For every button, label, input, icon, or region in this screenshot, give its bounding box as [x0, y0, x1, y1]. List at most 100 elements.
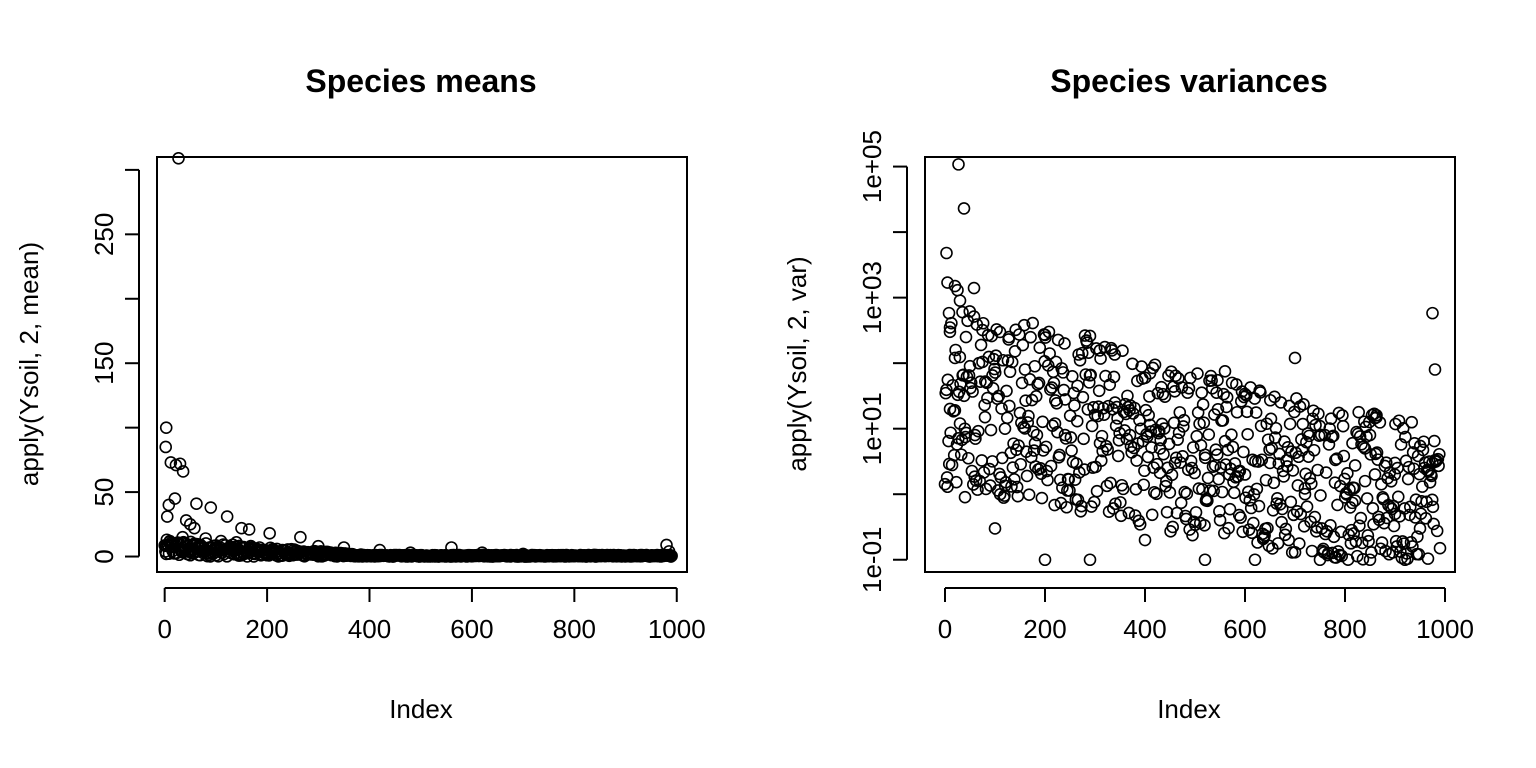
variances-point: [1030, 428, 1044, 442]
variances-point: [1346, 436, 1359, 450]
variances-point: [1112, 434, 1126, 447]
means-point: [209, 548, 223, 562]
means-y-tick-label: 250: [89, 213, 119, 256]
variances-point: [1356, 553, 1370, 566]
variances-point: [1150, 487, 1163, 501]
variances-point: [1018, 422, 1032, 435]
variances-point: [1027, 444, 1041, 457]
variances-point: [1044, 383, 1057, 396]
means-point: [337, 541, 351, 554]
variances-point: [1084, 368, 1097, 382]
variances-point: [1226, 440, 1240, 454]
means-point: [263, 527, 276, 540]
variances-point: [1163, 486, 1177, 499]
variances-point: [1369, 447, 1382, 461]
means-x-axis: 0 200 400 600 800 1000: [157, 587, 706, 644]
variances-point: [1311, 463, 1324, 477]
variances-point: [1354, 511, 1368, 525]
means-points: [158, 151, 678, 563]
variances-point: [1204, 369, 1218, 383]
means-point: [235, 521, 248, 535]
variances-y-tick-label: 1e+01: [857, 392, 887, 465]
variances-point: [1249, 406, 1263, 419]
variances-point: [1244, 501, 1258, 515]
variances-point: [1157, 422, 1171, 435]
variances-points: [938, 158, 1447, 567]
variances-point: [1026, 316, 1039, 330]
variances-point: [1029, 389, 1043, 403]
means-point: [644, 549, 658, 563]
variances-point: [1300, 500, 1314, 513]
variances-point: [1283, 417, 1297, 431]
variances-point: [1302, 429, 1316, 443]
variances-point: [979, 375, 992, 388]
variances-point: [1111, 412, 1124, 425]
variances-point: [1362, 534, 1375, 548]
variances-point: [1186, 441, 1200, 454]
variances-point: [1331, 498, 1344, 512]
means-point: [159, 547, 173, 561]
variances-point: [1258, 529, 1271, 542]
variances-point: [1036, 444, 1050, 457]
variances-point: [1247, 516, 1260, 530]
variances-point: [1394, 438, 1408, 451]
variances-point: [1075, 499, 1088, 513]
variances-point: [1053, 473, 1067, 487]
variances-point: [967, 310, 981, 323]
variances-point: [976, 316, 990, 330]
means-point: [250, 542, 264, 556]
variances-point: [1189, 506, 1203, 519]
variances-point: [1336, 419, 1350, 433]
variances-x-tick-label: 800: [1323, 614, 1366, 644]
variances-point: [1230, 405, 1244, 419]
variances-point: [1160, 505, 1174, 519]
variances-point: [1358, 474, 1372, 488]
variances-point: [956, 305, 969, 319]
variances-point: [1116, 344, 1129, 357]
variances-point: [1361, 529, 1375, 542]
means-y-axis: 0 50 150 250: [89, 168, 140, 564]
variances-point: [1329, 551, 1343, 564]
variances-point: [1312, 407, 1325, 421]
variances-point: [1136, 434, 1150, 448]
variances-point: [1430, 524, 1444, 538]
variances-point: [1399, 430, 1412, 444]
variances-point: [1368, 468, 1382, 481]
variances-point: [1348, 459, 1362, 472]
variances-point: [1269, 421, 1283, 435]
variances-point: [948, 351, 962, 365]
variances-point: [1389, 534, 1403, 548]
variances-point: [1169, 369, 1182, 383]
means-point: [179, 514, 193, 527]
variances-point: [953, 350, 967, 364]
variances-point: [1425, 469, 1438, 483]
variances-point: [1051, 333, 1065, 347]
variances-point: [1114, 496, 1127, 509]
variances-point: [1255, 453, 1269, 467]
variances-point: [1259, 473, 1273, 487]
variances-point: [1064, 431, 1078, 444]
variances-point: [971, 483, 984, 496]
variances-point: [1234, 511, 1247, 524]
variances-point: [1020, 469, 1034, 483]
variances-point: [988, 522, 1002, 535]
means-point: [235, 548, 248, 562]
variances-point: [967, 281, 981, 295]
variances-point: [1387, 519, 1401, 533]
variances-point: [1288, 351, 1302, 365]
variances-point: [1177, 420, 1190, 433]
variances-point: [1137, 478, 1151, 492]
variances-y-axis: 1e-01 1e+01 1e+03 1e+05: [857, 130, 908, 593]
variances-point: [1143, 390, 1156, 403]
means-point: [176, 465, 190, 478]
variances-point: [1254, 386, 1267, 399]
variances-point: [971, 424, 985, 438]
means-point: [542, 549, 556, 563]
variances-point: [1216, 414, 1230, 427]
variances-point: [1153, 442, 1167, 455]
variances-point: [974, 375, 987, 389]
variances-point: [1165, 468, 1179, 482]
variances-point: [1411, 530, 1424, 543]
variances-point: [1217, 387, 1230, 401]
variances-point: [1346, 496, 1359, 510]
